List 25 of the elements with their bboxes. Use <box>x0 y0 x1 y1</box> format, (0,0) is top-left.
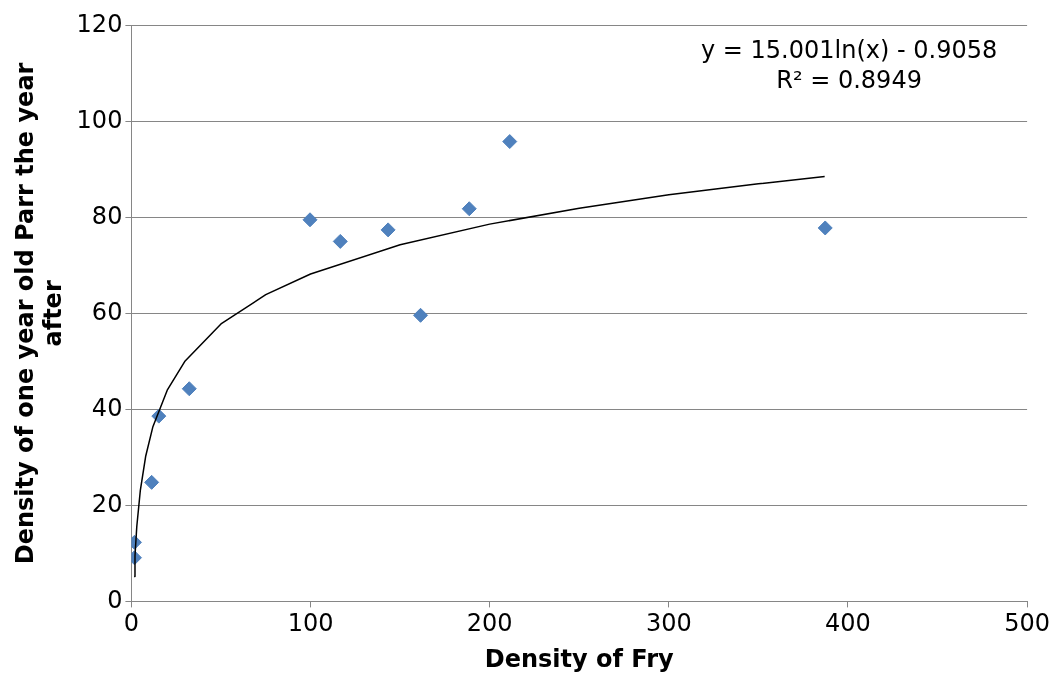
y-tick-label: 40 <box>91 393 123 422</box>
y-tick-label: 0 <box>107 585 123 614</box>
y-axis-title: Density of one year old Parr the year after <box>10 62 68 565</box>
y-tick-label: 20 <box>91 489 123 518</box>
point <box>502 134 518 150</box>
point <box>461 201 477 217</box>
point <box>332 233 348 249</box>
x-tick-label: 100 <box>287 609 334 638</box>
y-tick-label: 100 <box>76 105 123 134</box>
y-tick-label: 80 <box>91 201 123 230</box>
point <box>380 222 396 238</box>
x-tick-label: 200 <box>466 609 513 638</box>
annotation: R² = 0.8949 <box>776 65 922 94</box>
x-tick-label: 500 <box>1004 609 1050 638</box>
annotation: y = 15.001ln(x) - 0.9058 <box>700 35 998 64</box>
x-tick-label: 400 <box>825 609 871 638</box>
y-tick-label: 60 <box>91 297 123 326</box>
x-axis-title: Density of Fry <box>484 644 675 673</box>
point <box>181 381 197 397</box>
point <box>817 220 833 236</box>
x-tick-label: 300 <box>645 609 692 638</box>
point <box>302 212 318 228</box>
point <box>144 474 160 490</box>
point <box>413 307 429 323</box>
y-tick-label: 120 <box>76 9 123 38</box>
